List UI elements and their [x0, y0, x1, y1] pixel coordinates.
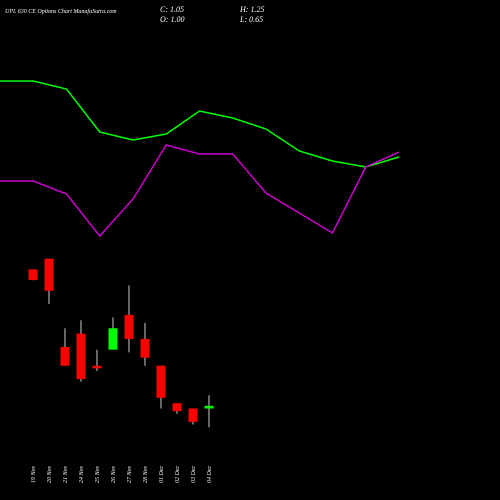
line-series	[0, 80, 400, 168]
x-tick-label: 19 Nov	[31, 465, 37, 483]
close-label: C: 1.05	[160, 5, 184, 14]
x-tick-label: 24 Nov	[78, 465, 85, 483]
x-tick-label: 01 Dec	[159, 466, 165, 483]
x-tick-label: 27 Nov	[127, 465, 133, 483]
candle-body	[188, 408, 198, 422]
candle-body	[140, 338, 150, 358]
candle-body	[108, 328, 118, 350]
x-tick-label: 25 Nov	[95, 465, 101, 483]
candle-body	[124, 314, 134, 339]
candle-body	[60, 346, 70, 366]
x-tick-label: 04 Dec	[206, 466, 213, 483]
candle-body	[76, 333, 86, 380]
candle-body	[156, 365, 166, 398]
candle-body	[44, 258, 54, 291]
line-series	[0, 144, 400, 238]
x-tick-label: 26 Nov	[111, 465, 117, 483]
x-tick-label: 03 Dec	[191, 466, 197, 483]
candle-body	[172, 403, 182, 412]
candle-body	[204, 405, 214, 409]
x-tick-label: 28 Nov	[143, 465, 149, 483]
x-tick-label: 02 Dec	[175, 466, 181, 483]
low-label: L: 0.65	[239, 15, 263, 24]
chart-title: UPL 630 CE Options Chart MunafaSutra.com	[5, 8, 117, 15]
x-tick-label: 20 Nov	[47, 465, 53, 483]
open-label: O: 1.00	[160, 15, 184, 24]
candle-body	[92, 365, 102, 369]
high-label: H: 1.25	[239, 5, 264, 14]
x-tick-label: 21 Nov	[63, 465, 69, 483]
candle-body	[28, 269, 38, 281]
